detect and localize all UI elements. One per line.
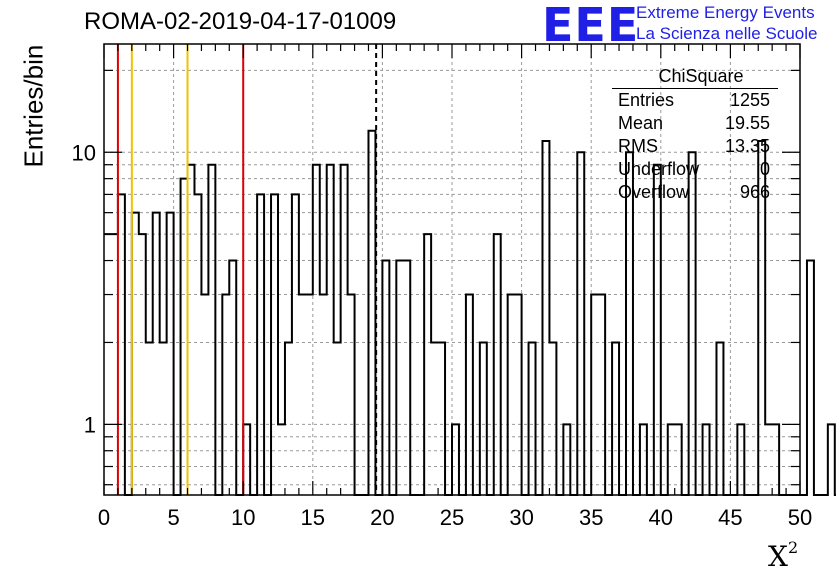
x-tick-label: 15 bbox=[301, 505, 325, 530]
stats-box: ChiSquare Entries 1255 Mean 19.55 RMS 13… bbox=[612, 66, 778, 205]
stats-title: ChiSquare bbox=[658, 66, 744, 86]
x-tick-label: 40 bbox=[649, 505, 673, 530]
stat-row-mean: Mean 19.55 bbox=[612, 113, 778, 136]
x-axis-label: X2 bbox=[768, 537, 799, 573]
stat-key: RMS bbox=[618, 136, 658, 156]
stat-value: 966 bbox=[739, 182, 770, 202]
x-tick-label: 10 bbox=[231, 505, 255, 530]
y-axis-label: Entries/bin bbox=[18, 44, 49, 168]
stat-key: Overflow bbox=[618, 182, 690, 202]
stat-value: 1255 bbox=[729, 90, 770, 110]
eee-logo-icon: EEE bbox=[542, 0, 640, 52]
stat-value: 19.55 bbox=[724, 113, 770, 133]
x-tick-label: 20 bbox=[370, 505, 394, 530]
stat-row-rms: RMS 13.35 bbox=[612, 136, 778, 159]
logo-text-line1: Extreme Energy Events bbox=[636, 3, 815, 22]
y-tick-label: 1 bbox=[84, 412, 96, 437]
stat-key: Underflow bbox=[618, 159, 700, 179]
x-tick-label: 50 bbox=[788, 505, 812, 530]
stats-separator bbox=[612, 88, 778, 89]
chart-title: ROMA-02-2019-04-17-01009 bbox=[84, 8, 397, 35]
stat-key: Entries bbox=[618, 90, 675, 110]
stat-row-entries: Entries 1255 bbox=[612, 90, 778, 113]
x-tick-label: 25 bbox=[440, 505, 464, 530]
x-tick-label: 45 bbox=[718, 505, 742, 530]
x-tick-label: 35 bbox=[579, 505, 603, 530]
stat-row-overflow: Overflow 966 bbox=[612, 182, 778, 205]
x-tick-label: 30 bbox=[509, 505, 533, 530]
stat-key: Mean bbox=[618, 113, 664, 133]
stat-value: 0 bbox=[759, 159, 770, 179]
y-tick-label: 10 bbox=[72, 140, 96, 165]
x-tick-label: 0 bbox=[98, 505, 110, 530]
stat-row-underflow: Underflow 0 bbox=[612, 159, 778, 182]
logo-text-line2: La Scienza nelle Scuole bbox=[636, 24, 818, 43]
stat-value: 13.35 bbox=[724, 136, 770, 156]
x-tick-label: 5 bbox=[167, 505, 179, 530]
